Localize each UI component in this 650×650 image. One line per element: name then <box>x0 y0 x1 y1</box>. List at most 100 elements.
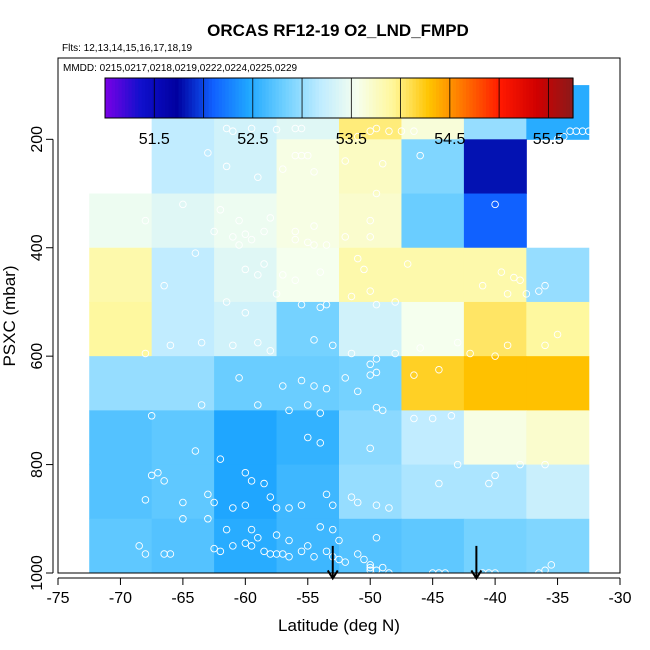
sample-point <box>428 414 437 423</box>
heatmap-cell <box>526 410 590 466</box>
colorbar-segment <box>382 78 387 118</box>
sample-point <box>510 273 518 282</box>
heatmap-cell <box>339 247 402 303</box>
sample-point <box>222 124 231 133</box>
colorbar-segment <box>285 78 290 118</box>
heatmap-cell <box>151 464 215 520</box>
sample-point <box>179 498 187 507</box>
colorbar-segment <box>265 78 270 118</box>
colorbar-segment <box>392 78 397 118</box>
colorbar-segment <box>559 78 564 118</box>
sample-point <box>366 561 374 569</box>
sample-point <box>541 566 549 575</box>
sample-point <box>260 227 268 236</box>
heatmap-cell <box>339 139 402 195</box>
sample-point <box>316 268 325 276</box>
colorbar-segment <box>509 78 514 118</box>
sample-point <box>304 433 312 442</box>
colorbar-segment <box>425 78 430 118</box>
heatmap-cell <box>276 356 340 411</box>
colorbar-segment <box>476 78 480 118</box>
colorbar-segment <box>108 78 113 118</box>
sample-point <box>291 235 300 244</box>
colorbar-segment <box>536 78 541 118</box>
x-axis-label: Latitude (deg N) <box>278 616 400 635</box>
sample-point <box>247 124 256 133</box>
colorbar-segment <box>118 78 123 118</box>
sample-point <box>216 206 225 214</box>
colorbar-segment <box>492 78 497 118</box>
sample-point <box>560 132 568 141</box>
sample-point <box>353 550 362 558</box>
colorbar-segment <box>185 78 190 118</box>
colorbar-segment <box>569 78 574 118</box>
sample-point <box>360 555 368 564</box>
colorbar-segment <box>335 78 340 118</box>
sample-point <box>135 542 143 550</box>
sample-point <box>553 178 562 187</box>
heatmap-cell <box>214 193 278 249</box>
heatmap-cell <box>463 464 527 520</box>
colorbar-segment <box>539 78 544 118</box>
sample-point <box>210 498 218 507</box>
sample-point <box>222 298 231 306</box>
colorbar-segment <box>105 78 109 118</box>
colorbar-segment <box>315 78 320 118</box>
sample-point <box>335 555 343 564</box>
colorbar-tick-label: 54.5 <box>434 131 465 148</box>
colorbar-segment <box>385 78 390 118</box>
colorbar-segment <box>365 78 370 118</box>
sample-point <box>372 534 381 542</box>
colorbar-segment <box>496 78 501 118</box>
sample-point <box>347 292 356 301</box>
colorbar-tick-label: 51.5 <box>139 131 170 148</box>
heatmap-cell <box>401 301 465 357</box>
sample-point <box>279 165 287 173</box>
sample-point <box>304 401 312 409</box>
heatmap-cell <box>214 356 278 411</box>
sample-point <box>516 460 524 469</box>
sample-point <box>385 504 393 512</box>
sample-point <box>547 561 556 569</box>
sample-point <box>141 349 150 358</box>
colorbar-segment <box>282 78 287 118</box>
sample-point <box>372 368 381 377</box>
y-tick-label: 400 <box>29 234 46 261</box>
sample-point <box>254 271 262 279</box>
colorbar-segment <box>452 78 457 118</box>
colorbar-segment <box>218 78 223 118</box>
x-tick-label: -35 <box>546 590 569 607</box>
colorbar-segment <box>462 78 467 118</box>
sample-point <box>385 127 393 135</box>
sample-point <box>160 281 168 290</box>
sample-point <box>291 227 300 236</box>
colorbar-segment <box>235 78 240 118</box>
sample-point <box>329 501 337 509</box>
sample-point <box>279 271 287 279</box>
colorbar-segment <box>128 78 133 118</box>
colorbar-segment <box>225 78 230 118</box>
heatmap-cell <box>401 139 465 195</box>
colorbar-segment <box>272 78 277 118</box>
sample-point <box>266 346 275 355</box>
colorbar-segment <box>175 78 180 118</box>
sample-point <box>166 550 175 558</box>
sample-point <box>341 233 349 241</box>
colorbar-segment <box>439 78 444 118</box>
sample-point <box>297 124 306 133</box>
colorbar-segment <box>526 78 531 118</box>
sample-point <box>254 401 262 409</box>
colorbar-segment <box>268 78 273 118</box>
colorbar-segment <box>135 78 140 118</box>
heatmap-cell <box>276 139 340 195</box>
colorbar-segment <box>125 78 129 118</box>
colorbar-segment <box>419 78 424 118</box>
colorbar-segment <box>502 78 507 118</box>
colorbar-tick-label: 53.5 <box>336 131 367 148</box>
sample-point <box>272 531 281 539</box>
colorbar-segment <box>332 78 337 118</box>
heatmap-cell <box>89 193 153 249</box>
sample-point <box>166 341 175 350</box>
colorbar-segment <box>399 78 404 118</box>
sample-point <box>360 265 368 274</box>
